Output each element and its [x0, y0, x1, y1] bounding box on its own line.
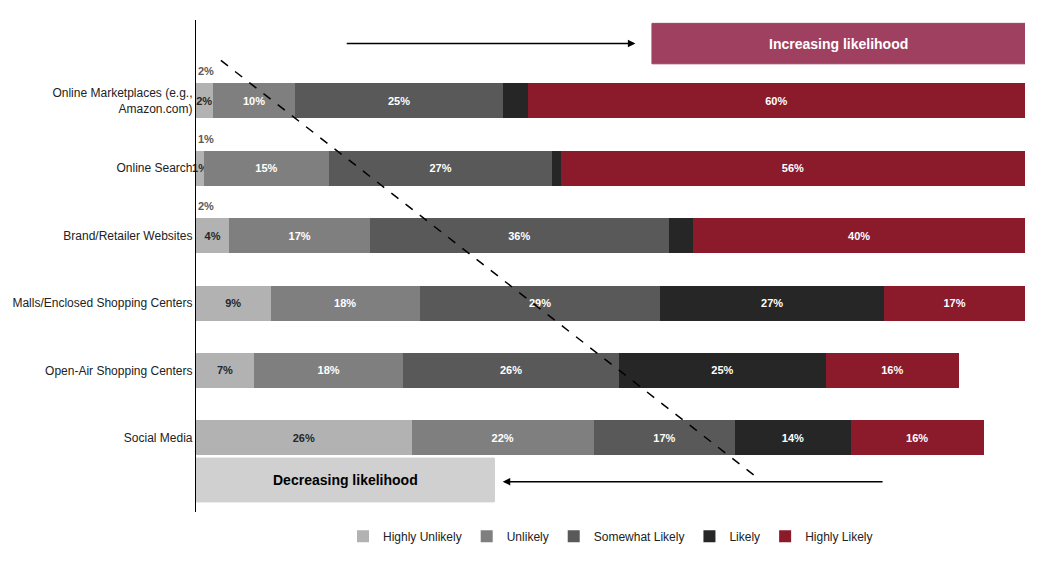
svg-text:Brand/Retailer Websites: Brand/Retailer Websites — [63, 229, 192, 243]
svg-text:26%: 26% — [500, 364, 522, 376]
svg-text:Highly Likely: Highly Likely — [805, 530, 872, 544]
svg-text:1%: 1% — [198, 133, 214, 145]
svg-text:2%: 2% — [196, 95, 212, 107]
svg-text:18%: 18% — [318, 364, 340, 376]
svg-text:17%: 17% — [653, 432, 675, 444]
svg-text:29%: 29% — [529, 297, 551, 309]
svg-text:56%: 56% — [782, 162, 804, 174]
svg-text:Highly Unlikely: Highly Unlikely — [383, 530, 462, 544]
svg-text:17%: 17% — [943, 297, 965, 309]
svg-text:Somewhat Likely: Somewhat Likely — [594, 530, 685, 544]
svg-text:14%: 14% — [782, 432, 804, 444]
svg-text:9%: 9% — [225, 297, 241, 309]
svg-text:7%: 7% — [217, 364, 233, 376]
svg-text:Online Search: Online Search — [116, 161, 192, 175]
svg-text:16%: 16% — [906, 432, 928, 444]
svg-text:15%: 15% — [255, 162, 277, 174]
svg-text:4%: 4% — [205, 230, 221, 242]
svg-text:2%: 2% — [198, 65, 214, 77]
svg-text:26%: 26% — [293, 432, 315, 444]
svg-text:17%: 17% — [289, 230, 311, 242]
svg-text:25%: 25% — [388, 95, 410, 107]
svg-text:36%: 36% — [508, 230, 530, 242]
svg-text:Increasing likelihood: Increasing likelihood — [769, 36, 908, 52]
svg-text:Online Marketplaces (e.g.,Amaz: Online Marketplaces (e.g.,Amazon.com) — [52, 86, 192, 116]
svg-text:25%: 25% — [711, 364, 733, 376]
svg-text:18%: 18% — [334, 297, 356, 309]
svg-text:1%: 1% — [192, 162, 208, 174]
svg-text:22%: 22% — [492, 432, 514, 444]
svg-text:2%: 2% — [198, 200, 214, 212]
svg-text:27%: 27% — [429, 162, 451, 174]
svg-text:Malls/Enclosed Shopping Center: Malls/Enclosed Shopping Centers — [12, 296, 192, 310]
svg-text:40%: 40% — [848, 230, 870, 242]
svg-text:16%: 16% — [881, 364, 903, 376]
svg-text:Unlikely: Unlikely — [507, 530, 549, 544]
svg-text:Social Media: Social Media — [124, 431, 193, 445]
svg-text:10%: 10% — [243, 95, 265, 107]
svg-text:27%: 27% — [761, 297, 783, 309]
svg-text:Open-Air Shopping Centers: Open-Air Shopping Centers — [45, 364, 192, 378]
svg-text:Likely: Likely — [729, 530, 760, 544]
svg-text:60%: 60% — [765, 95, 787, 107]
svg-text:Decreasing likelihood: Decreasing likelihood — [273, 472, 418, 488]
